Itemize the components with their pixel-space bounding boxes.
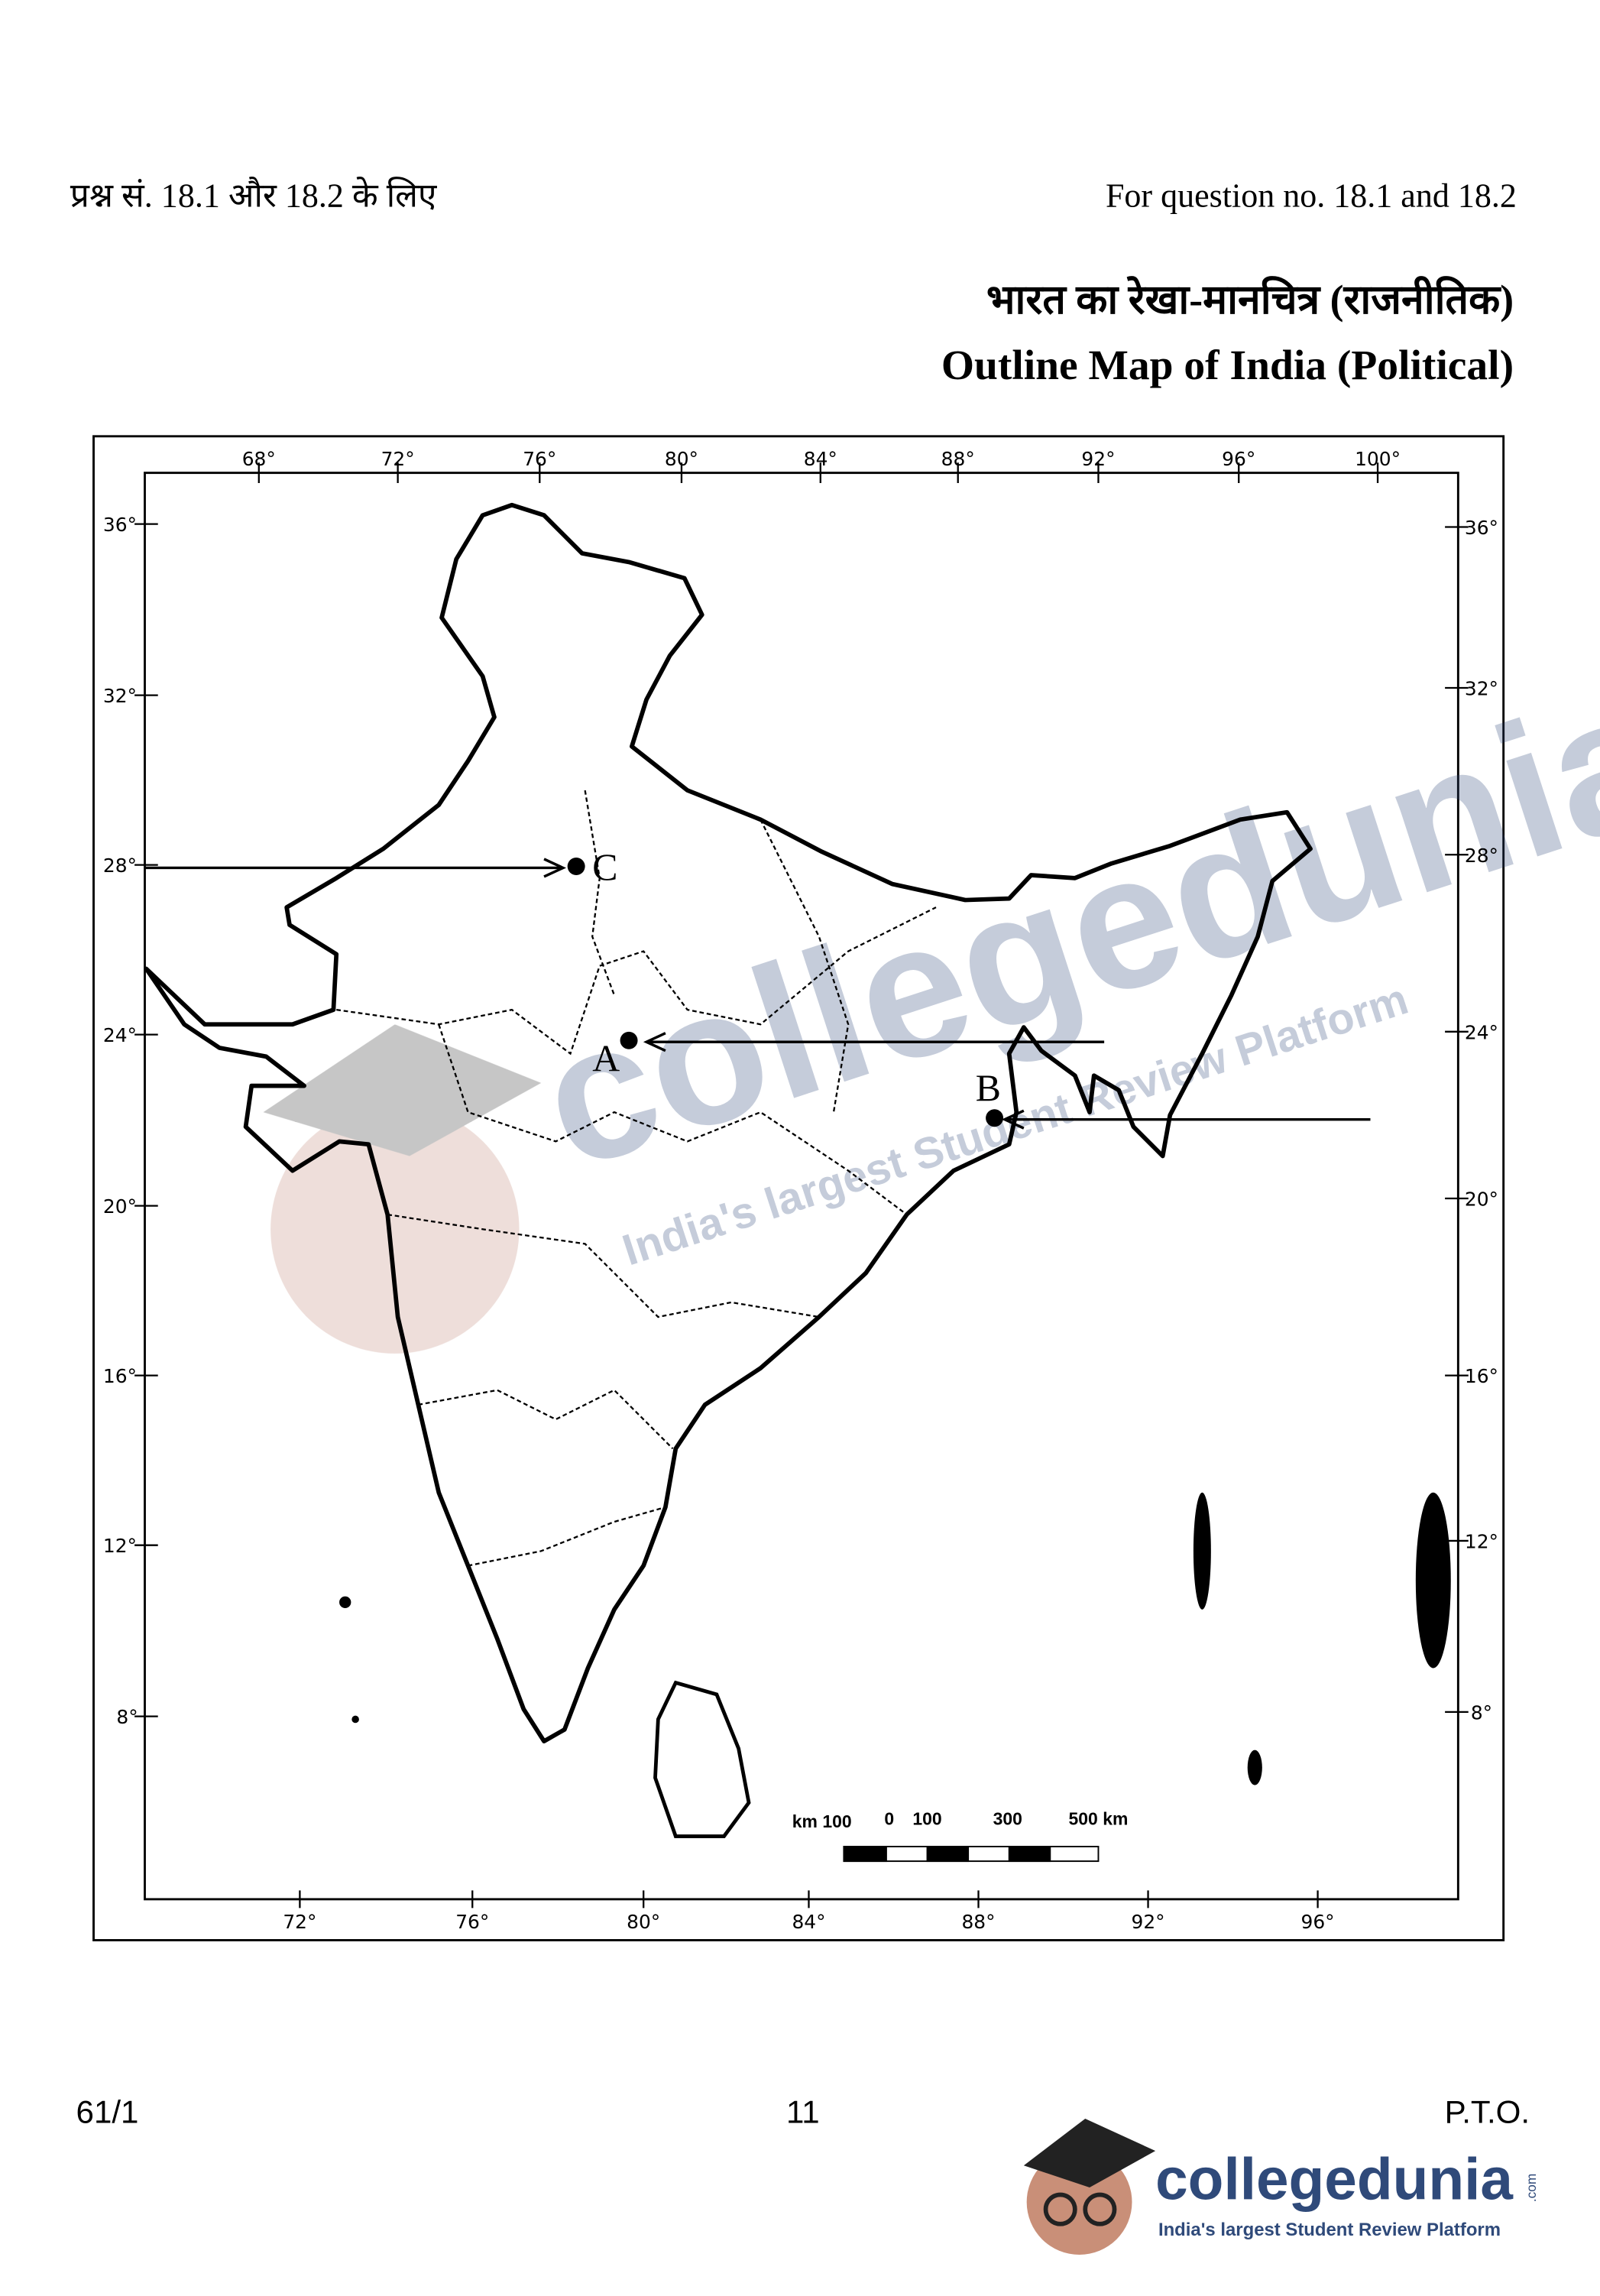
point-c <box>567 858 585 876</box>
tick-label: 72° <box>283 1911 316 1933</box>
andaman-islands <box>1193 1492 1211 1610</box>
tick-label: 8° <box>1471 1701 1492 1724</box>
logo: collegedunia .com India's largest Studen… <box>1023 2118 1539 2255</box>
arrow-head <box>1001 1109 1025 1130</box>
arrow-head <box>543 858 567 878</box>
tick-label: 76° <box>523 448 556 470</box>
tick-label: 88° <box>941 448 975 470</box>
logo-tagline: India's largest Student Review Platform <box>1158 2220 1501 2240</box>
scale-label: 500 km <box>1069 1808 1129 1828</box>
state-border <box>468 1506 666 1567</box>
neighbour-coast <box>1415 1492 1451 1668</box>
header-right: For question no. 18.1 and 18.2 <box>1106 177 1517 214</box>
footer-right: P.T.O. <box>1445 2094 1530 2130</box>
islands <box>339 1492 1451 1785</box>
point-label: C <box>592 846 617 888</box>
tick-label: 68° <box>242 448 276 470</box>
logo-cap <box>1023 2118 1156 2187</box>
tick-label: 12° <box>1465 1531 1498 1553</box>
tick-label: 12° <box>103 1535 137 1557</box>
tick-label: 96° <box>1222 448 1255 470</box>
tick-label: 32° <box>1465 678 1498 700</box>
bottom-ticks <box>299 1890 1319 1908</box>
point-a <box>620 1031 638 1049</box>
point-label: A <box>592 1038 620 1080</box>
state-border <box>387 1213 820 1318</box>
tick-label: 28° <box>1465 845 1498 867</box>
tick-label: 20° <box>1465 1189 1498 1211</box>
tick-label: 8° <box>116 1706 138 1728</box>
tick-label: 84° <box>792 1911 825 1933</box>
outer-frame <box>92 435 1505 1941</box>
header-left: प्रश्न सं. 18.1 और 18.2 के लिए <box>70 176 437 214</box>
logo-domain: .com <box>1524 2174 1539 2202</box>
tick-label: 96° <box>1301 1911 1335 1933</box>
scale-label: 300 <box>993 1808 1022 1828</box>
tick-label: 80° <box>627 1911 660 1933</box>
lakshadweep <box>351 1715 359 1724</box>
tick-label: 16° <box>103 1365 137 1387</box>
left-tick-labels: 36° 32° 28° 24° 20° 16° 12° 8° <box>103 514 138 1728</box>
left-ticks <box>134 523 158 1717</box>
tick-label: 36° <box>103 514 137 536</box>
arrow-head <box>643 1032 666 1052</box>
footer-left: 61/1 <box>76 2094 139 2130</box>
tick-label: 24° <box>1465 1021 1498 1043</box>
nicobar-islands <box>1247 1750 1262 1785</box>
scale-label: 0 <box>884 1808 894 1828</box>
title-english: Outline Map of India (Political) <box>941 342 1514 389</box>
tick-label: 28° <box>103 855 137 877</box>
scale-label: km 100 <box>792 1811 852 1831</box>
point-label: B <box>976 1067 1001 1109</box>
title-hindi: भारत का रेखा-मानचित्र (राजनीतिक) <box>986 276 1514 323</box>
tick-label: 20° <box>103 1195 137 1218</box>
inner-frame <box>144 472 1459 1901</box>
watermark-face <box>270 1104 520 1354</box>
watermark-cap <box>263 1024 542 1156</box>
arrows <box>144 858 1371 1130</box>
sri-lanka <box>653 1680 751 1838</box>
tick-label: 16° <box>1465 1365 1498 1387</box>
tick-label: 32° <box>103 685 137 707</box>
state-border <box>584 790 615 996</box>
scale-segment <box>843 1846 887 1863</box>
footer-center: 11 <box>786 2094 820 2130</box>
india-outline <box>144 502 1313 1744</box>
right-tick-labels: 36° 32° 28° 24° 20° 16° 12° 8° <box>1465 517 1498 1724</box>
tick-label: 88° <box>961 1911 995 1933</box>
scale-labels: km 100 0 100 300 500 km <box>792 1808 1129 1831</box>
point-b <box>986 1109 1004 1127</box>
tick-label: 72° <box>381 448 415 470</box>
scale-segment <box>1008 1846 1051 1863</box>
lakshadweep <box>339 1596 351 1608</box>
logo-glasses <box>1043 2192 1077 2226</box>
tick-marks <box>134 462 1469 1908</box>
tick-label: 36° <box>1465 517 1498 539</box>
top-tick-labels: 68° 72° 76° 80° 84° 88° 92° 96° 100° <box>242 448 1401 470</box>
tick-label: 100° <box>1355 448 1401 470</box>
state-border <box>760 819 850 1113</box>
state-border <box>336 906 937 1056</box>
tick-label: 92° <box>1132 1911 1165 1933</box>
tick-label: 24° <box>103 1024 137 1046</box>
scale-segment <box>926 1846 970 1863</box>
tick-label: 80° <box>665 448 698 470</box>
logo-glasses <box>1083 2192 1117 2226</box>
logo-name: collegedunia <box>1155 2147 1514 2212</box>
tick-label: 84° <box>804 448 837 470</box>
tick-label: 92° <box>1081 448 1115 470</box>
state-border <box>418 1389 674 1450</box>
scale-bar <box>843 1846 1100 1863</box>
bottom-tick-labels: 72° 76° 80° 84° 88° 92° 96° <box>283 1911 1334 1933</box>
tick-label: 76° <box>455 1911 489 1933</box>
top-ticks <box>257 462 1379 484</box>
state-borders <box>336 790 937 1567</box>
scale-label: 100 <box>912 1808 941 1828</box>
right-ticks <box>1445 526 1469 1714</box>
